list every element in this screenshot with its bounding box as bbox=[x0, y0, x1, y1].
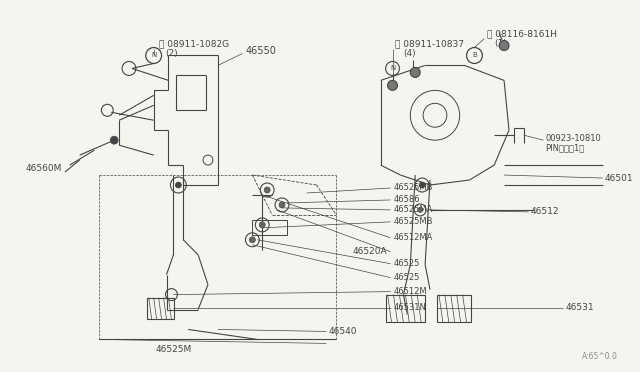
Text: 46512M: 46512M bbox=[394, 287, 427, 296]
Text: 46501: 46501 bbox=[605, 173, 634, 183]
Text: (4): (4) bbox=[403, 49, 416, 58]
Text: 46540: 46540 bbox=[328, 327, 357, 336]
Circle shape bbox=[410, 67, 420, 77]
Text: 46586: 46586 bbox=[394, 195, 420, 205]
Text: 46550: 46550 bbox=[246, 45, 276, 55]
Circle shape bbox=[250, 237, 255, 243]
Text: N: N bbox=[151, 52, 156, 58]
Text: (2): (2) bbox=[166, 49, 178, 58]
Circle shape bbox=[259, 222, 265, 228]
Bar bbox=[437, 295, 472, 323]
Text: 46525: 46525 bbox=[394, 259, 420, 268]
Circle shape bbox=[279, 202, 285, 208]
Circle shape bbox=[418, 208, 422, 212]
Bar bbox=[386, 295, 425, 323]
Text: PINピン（1）: PINピン（1） bbox=[545, 144, 585, 153]
Text: 46520A: 46520A bbox=[352, 247, 387, 256]
Circle shape bbox=[419, 182, 425, 188]
Bar bbox=[147, 298, 175, 320]
Bar bbox=[252, 220, 287, 235]
Text: 46525MA: 46525MA bbox=[394, 205, 433, 214]
Text: 46525MB: 46525MB bbox=[394, 183, 433, 192]
Text: Ⓑ 08116-8161H: Ⓑ 08116-8161H bbox=[487, 29, 557, 38]
Text: (1): (1) bbox=[494, 39, 507, 48]
Circle shape bbox=[175, 182, 181, 188]
Circle shape bbox=[388, 80, 397, 90]
Text: 00923-10810: 00923-10810 bbox=[545, 134, 601, 143]
Text: Ⓝ 08911-1082G: Ⓝ 08911-1082G bbox=[159, 39, 228, 48]
Text: 46531N: 46531N bbox=[394, 303, 426, 312]
Circle shape bbox=[499, 41, 509, 51]
Text: 46525M: 46525M bbox=[156, 345, 191, 354]
Text: A:65^0.0: A:65^0.0 bbox=[582, 352, 618, 361]
Text: B: B bbox=[472, 52, 477, 58]
Text: 46525MB: 46525MB bbox=[394, 217, 433, 227]
Text: Ⓝ 08911-10837: Ⓝ 08911-10837 bbox=[396, 39, 465, 48]
Text: 46512MA: 46512MA bbox=[394, 233, 433, 242]
Text: 46560M: 46560M bbox=[26, 164, 61, 173]
Text: 46525: 46525 bbox=[394, 273, 420, 282]
Text: N: N bbox=[390, 65, 395, 71]
Circle shape bbox=[264, 187, 270, 193]
Circle shape bbox=[110, 136, 118, 144]
Text: 46512: 46512 bbox=[531, 208, 559, 217]
Text: 46531: 46531 bbox=[565, 303, 594, 312]
